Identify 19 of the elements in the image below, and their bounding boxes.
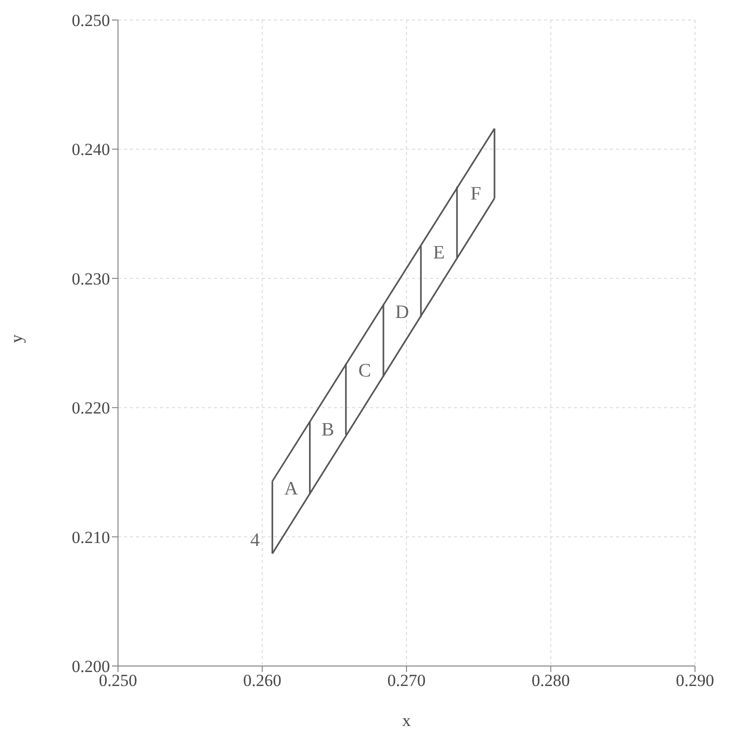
x-tick-label: 0.260 bbox=[243, 671, 282, 690]
annotation: A bbox=[284, 478, 298, 500]
y-axis-title: y bbox=[7, 334, 26, 343]
annotation: B bbox=[322, 419, 334, 440]
y-tick-label: 0.240 bbox=[72, 140, 110, 160]
x-tick-label: 0.270 bbox=[387, 671, 426, 690]
annotation: D bbox=[395, 302, 410, 323]
x-tick-label: 0.290 bbox=[676, 671, 714, 690]
y-tick-label: 0.220 bbox=[72, 398, 110, 418]
y-tick-label: 0.250 bbox=[72, 11, 110, 30]
annotation: C bbox=[358, 360, 372, 382]
annotation: 4 bbox=[250, 530, 260, 551]
y-tick-label: 0.230 bbox=[72, 269, 110, 288]
x-axis-title: x bbox=[402, 711, 412, 730]
annotation: E bbox=[433, 242, 445, 264]
annotation: F bbox=[470, 184, 482, 205]
y-tick-label: 0.210 bbox=[72, 528, 110, 547]
x-tick-label: 0.250 bbox=[98, 671, 138, 690]
x-tick-label: 0.280 bbox=[532, 671, 570, 690]
